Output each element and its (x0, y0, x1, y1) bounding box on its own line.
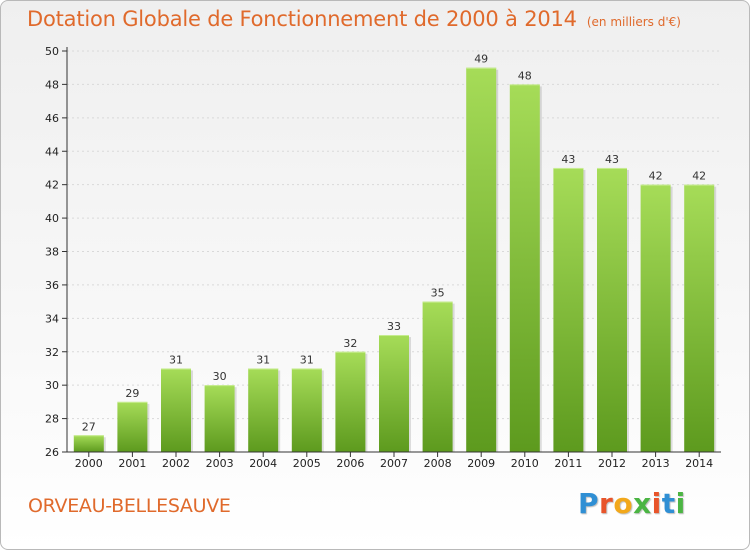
chart-title-main: Dotation Globale de Fonctionnement de 20… (27, 7, 577, 31)
x-tick-label: 2014 (685, 457, 713, 470)
bar (73, 435, 104, 452)
x-tick-label: 2010 (511, 457, 539, 470)
x-tick-label: 2002 (162, 457, 190, 470)
bar-value-label: 35 (431, 287, 445, 300)
logo-letter: i (651, 487, 662, 520)
bar (640, 184, 671, 452)
logo-letter: x (633, 487, 652, 520)
y-tick-label: 28 (45, 413, 59, 426)
x-tick-label: 2004 (249, 457, 277, 470)
x-tick-label: 2007 (380, 457, 408, 470)
bar (379, 335, 409, 452)
bar-value-label: 49 (474, 53, 488, 66)
y-tick-label: 44 (45, 145, 59, 158)
y-tick-label: 26 (45, 446, 59, 459)
bar-value-label: 48 (518, 69, 532, 82)
y-tick-label: 32 (45, 346, 59, 359)
bar-value-label: 43 (561, 153, 575, 166)
x-tick-label: 2009 (467, 457, 495, 470)
bars (73, 67, 717, 453)
y-tick-label: 50 (45, 45, 59, 58)
bar (335, 351, 366, 452)
bar-value-label: 31 (256, 353, 270, 366)
bar (422, 301, 453, 452)
y-tick-label: 46 (45, 112, 59, 125)
y-tick-label: 40 (45, 212, 59, 225)
y-tick-label: 30 (45, 379, 59, 392)
bar (684, 184, 715, 452)
bar-value-label: 43 (605, 153, 619, 166)
axes (62, 47, 721, 457)
bar-value-label: 32 (343, 337, 357, 350)
y-tick-label: 42 (45, 179, 59, 192)
bar (509, 84, 540, 453)
bar-value-label: 31 (300, 353, 314, 366)
bar (597, 167, 627, 453)
bar-value-label: 31 (169, 353, 183, 366)
bar (161, 368, 191, 452)
bar (204, 385, 235, 452)
bar-value-label: 33 (387, 320, 401, 333)
x-tick-label: 2012 (598, 457, 626, 470)
x-tick-label: 2011 (554, 457, 582, 470)
logo-letter: i (675, 487, 686, 520)
logo-letter: P (578, 487, 600, 520)
proxiti-logo: Proxiti (578, 487, 686, 520)
bar (291, 368, 322, 452)
x-tick-label: 2005 (293, 457, 321, 470)
logo-letter: t (661, 487, 676, 520)
bar (117, 401, 148, 452)
x-tick-label: 2003 (206, 457, 234, 470)
x-tick-label: 2008 (424, 457, 452, 470)
bar-value-label: 30 (213, 370, 227, 383)
commune-name: ORVEAU-BELLESAUVE (28, 495, 231, 517)
x-tick-label: 2001 (118, 457, 146, 470)
logo-letter: o (613, 487, 634, 520)
chart-title-unit: (en milliers d'€) (586, 15, 681, 29)
y-tick-label: 36 (45, 279, 59, 292)
bar (248, 368, 279, 452)
chart-title: Dotation Globale de Fonctionnement de 20… (27, 7, 681, 31)
bar (553, 167, 584, 453)
bar-value-label: 27 (82, 420, 96, 433)
bar (466, 67, 497, 452)
y-tick-label: 38 (45, 246, 59, 259)
labels: 26 28 30 32 34 36 38 40 42 44 46 48 50 27 2000 29 2001 31… (45, 45, 713, 470)
y-tick-label: 34 (45, 312, 59, 325)
logo-letter: r (599, 487, 614, 520)
y-tick-label: 48 (45, 78, 59, 91)
bar-value-label: 42 (649, 170, 663, 183)
x-tick-label: 2006 (336, 457, 364, 470)
x-tick-label: 2013 (642, 457, 670, 470)
x-tick-label: 2000 (75, 457, 103, 470)
bar-value-label: 29 (125, 387, 139, 400)
bar-value-label: 42 (692, 170, 706, 183)
